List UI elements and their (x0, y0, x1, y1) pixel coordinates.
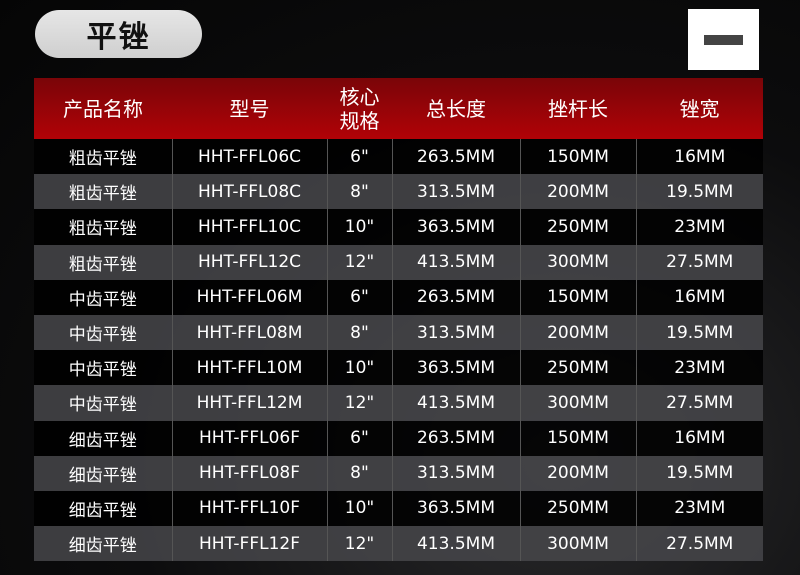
table-cell: 19.5MM (635, 174, 763, 210)
table-row: 细齿平锉 HHT-FFL06F 6" 263.5MM 150MM 16MM (34, 420, 763, 456)
table-cell: 粗齿平锉 (34, 244, 172, 280)
table-row: 细齿平锉 HHT-FFL08F 8" 313.5MM 200MM 19.5MM (34, 455, 763, 491)
table-cell: 6" (326, 139, 392, 175)
column-header: 产品名称 (34, 78, 172, 139)
table-cell: 中齿平锉 (34, 279, 172, 315)
table-cell: 263.5MM (391, 420, 520, 456)
table-cell: 200MM (519, 174, 636, 210)
table-row: 中齿平锉 HHT-FFL08M 8" 313.5MM 200MM 19.5MM (34, 314, 763, 351)
table-row: 细齿平锉 HHT-FFL10F 10" 363.5MM 250MM 23MM (34, 490, 763, 527)
table-cell: HHT-FFL10M (171, 350, 327, 386)
table-cell: 250MM (519, 350, 636, 386)
table-cell: 细齿平锉 (34, 490, 172, 527)
table-cell: 12" (326, 385, 392, 421)
table-cell: 10" (326, 350, 392, 386)
table-cell: HHT-FFL08F (171, 455, 327, 491)
table-cell: HHT-FFL06F (171, 420, 327, 456)
table-cell: 300MM (519, 526, 636, 562)
table-cell: 263.5MM (391, 279, 520, 315)
table-cell: 粗齿平锉 (34, 139, 172, 175)
table-row: 中齿平锉 HHT-FFL06M 6" 263.5MM 150MM 16MM (34, 279, 763, 315)
column-header: 锉宽 (636, 78, 763, 139)
column-header: 总长度 (392, 78, 520, 139)
table-cell: 313.5MM (391, 174, 520, 210)
table-cell: 中齿平锉 (34, 350, 172, 386)
table-row: 粗齿平锉 HHT-FFL10C 10" 363.5MM 250MM 23MM (34, 209, 763, 245)
minus-icon (704, 35, 743, 45)
table-cell: 16MM (635, 279, 763, 315)
table-cell: 263.5MM (391, 139, 520, 175)
table-cell: HHT-FFL06C (171, 139, 327, 175)
table-cell: 19.5MM (635, 314, 763, 351)
table-cell: 23MM (635, 350, 763, 386)
table-cell: 150MM (519, 279, 636, 315)
table-cell: 363.5MM (391, 209, 520, 245)
table-cell: 细齿平锉 (34, 420, 172, 456)
table-cell: 313.5MM (391, 314, 520, 351)
table-cell: 中齿平锉 (34, 314, 172, 351)
table-cell: 6" (326, 420, 392, 456)
table-cell: 8" (326, 455, 392, 491)
table-cell: 150MM (519, 139, 636, 175)
table-cell: HHT-FFL08C (171, 174, 327, 210)
table-cell: HHT-FFL06M (171, 279, 327, 315)
table-cell: HHT-FFL12F (171, 526, 327, 562)
column-header: 挫杆长 (520, 78, 636, 139)
table-cell: HHT-FFL10F (171, 490, 327, 527)
collapse-button[interactable] (688, 9, 759, 70)
table-row: 粗齿平锉 HHT-FFL08C 8" 313.5MM 200MM 19.5MM (34, 174, 763, 210)
table-cell: 300MM (519, 244, 636, 280)
table-cell: 细齿平锉 (34, 526, 172, 562)
table-row: 粗齿平锉 HHT-FFL12C 12" 413.5MM 300MM 27.5MM (34, 244, 763, 280)
table-cell: 16MM (635, 420, 763, 456)
table-cell: 6" (326, 279, 392, 315)
table-cell: 27.5MM (635, 526, 763, 562)
table-cell: 8" (326, 314, 392, 351)
column-header: 核心 规格 (327, 78, 392, 139)
table-cell: 27.5MM (635, 244, 763, 280)
table-cell: HHT-FFL08M (171, 314, 327, 351)
table-header-row: 产品名称 型号 核心 规格 总长度 挫杆长 锉宽 (34, 78, 763, 139)
table-cell: 细齿平锉 (34, 455, 172, 491)
table-cell: 363.5MM (391, 350, 520, 386)
table-cell: 23MM (635, 209, 763, 245)
table-cell: 19.5MM (635, 455, 763, 491)
table-cell: HHT-FFL12M (171, 385, 327, 421)
table-cell: 27.5MM (635, 385, 763, 421)
table-cell: 10" (326, 490, 392, 527)
table-cell: 250MM (519, 209, 636, 245)
table-cell: HHT-FFL10C (171, 209, 327, 245)
table-cell: 150MM (519, 420, 636, 456)
table-cell: 粗齿平锉 (34, 209, 172, 245)
table-cell: 中齿平锉 (34, 385, 172, 421)
table-cell: HHT-FFL12C (171, 244, 327, 280)
table-cell: 23MM (635, 490, 763, 527)
table-cell: 12" (326, 244, 392, 280)
table-row: 细齿平锉 HHT-FFL12F 12" 413.5MM 300MM 27.5MM (34, 526, 763, 562)
table-cell: 313.5MM (391, 455, 520, 491)
table-cell: 413.5MM (391, 526, 520, 562)
table-cell: 300MM (519, 385, 636, 421)
table-row: 中齿平锉 HHT-FFL12M 12" 413.5MM 300MM 27.5MM (34, 385, 763, 421)
spec-table: 产品名称 型号 核心 规格 总长度 挫杆长 锉宽 粗齿平锉 HHT-FFL06C 6" 263.… (34, 78, 763, 562)
table-cell: 8" (326, 174, 392, 210)
table-cell: 200MM (519, 455, 636, 491)
column-header: 型号 (172, 78, 327, 139)
page-title: 平锉 (35, 10, 202, 58)
table-row: 粗齿平锉 HHT-FFL06C 6" 263.5MM 150MM 16MM (34, 139, 763, 175)
table-cell: 363.5MM (391, 490, 520, 527)
table-cell: 10" (326, 209, 392, 245)
table-row: 中齿平锉 HHT-FFL10M 10" 363.5MM 250MM 23MM (34, 350, 763, 386)
table-cell: 16MM (635, 139, 763, 175)
table-cell: 粗齿平锉 (34, 174, 172, 210)
table-cell: 413.5MM (391, 244, 520, 280)
table-cell: 200MM (519, 314, 636, 351)
table-cell: 12" (326, 526, 392, 562)
table-cell: 413.5MM (391, 385, 520, 421)
table-cell: 250MM (519, 490, 636, 527)
